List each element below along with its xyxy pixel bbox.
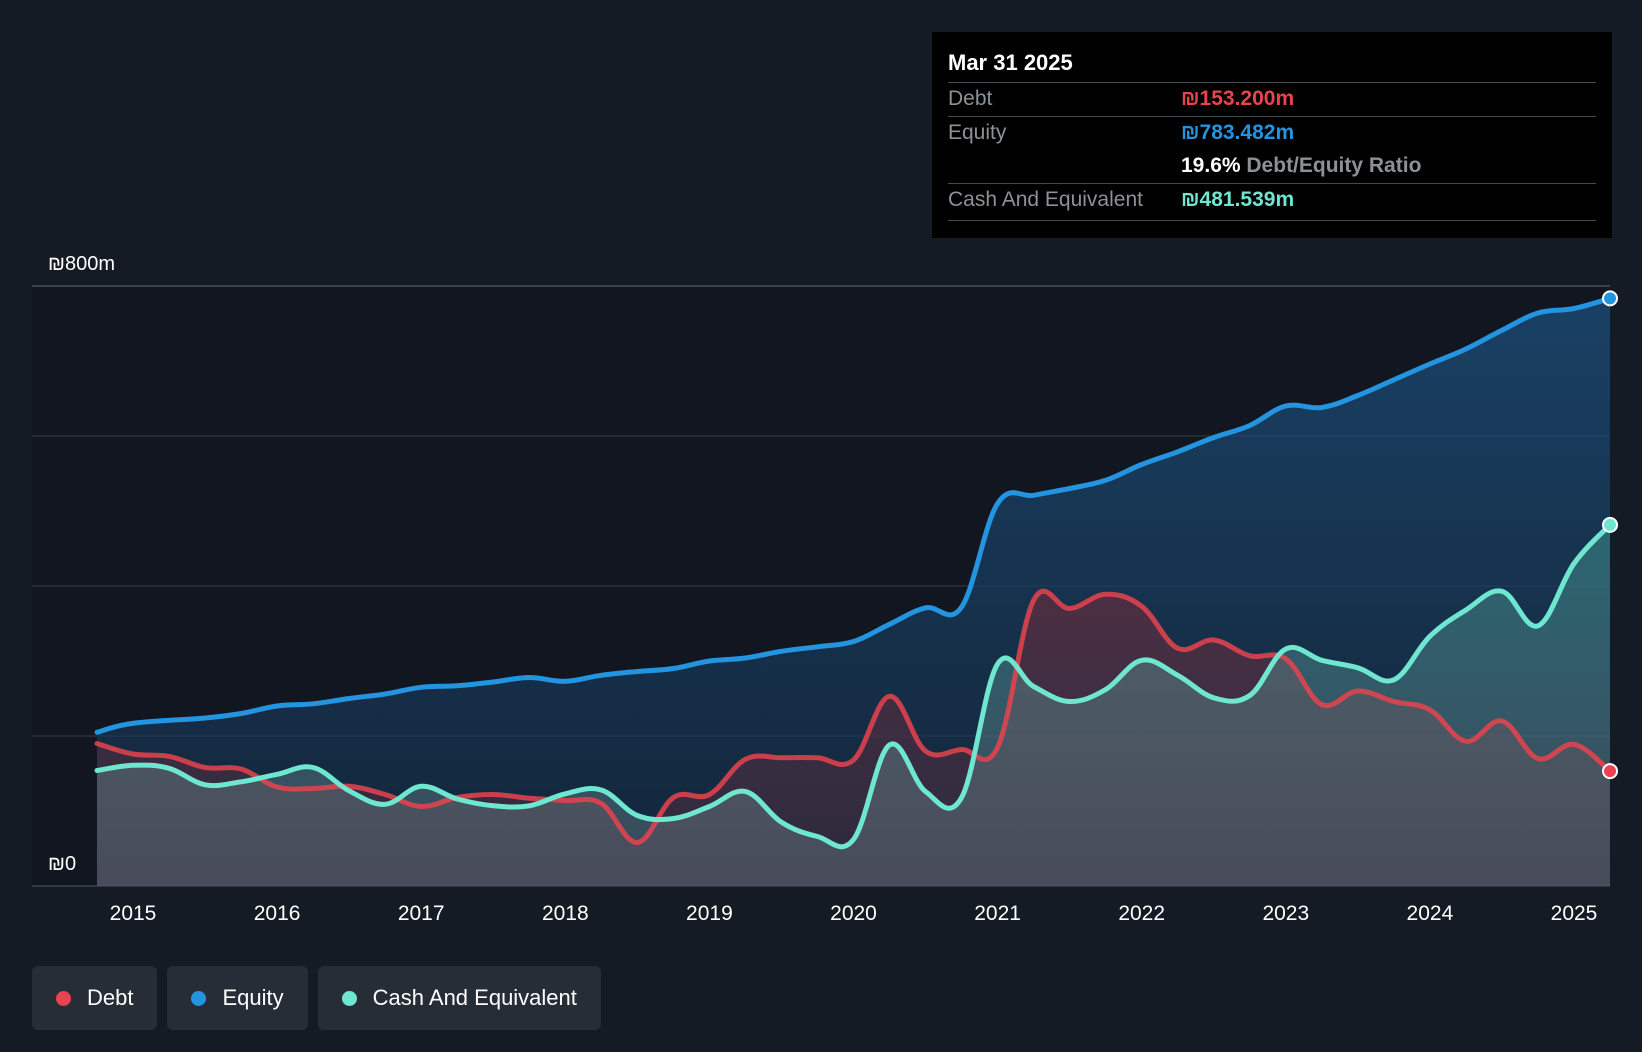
equity-dot-icon [191,990,207,1006]
series-endpoints [1602,290,1619,780]
debt-line [94,588,1613,845]
y-tick-label-zero: ₪0 [48,853,76,875]
legend-item-cash[interactable]: Cash And Equivalent [317,966,601,1030]
tooltip-divider [948,116,1596,117]
tooltip-debt-value: ₪153.200m [1181,87,1295,110]
x-tick-label: 2015 [110,902,157,925]
tooltip-divider [948,82,1596,83]
cash-line [94,522,1613,850]
tooltip-ratio-label: Debt/Equity Ratio [1246,154,1422,177]
tooltip-divider [948,220,1596,221]
tooltip-cash-value: ₪481.539m [1181,188,1295,211]
x-axis-tick-labels: 2015 2016 2017 2018 2019 2020 2021 2022 2023 2024… [110,902,1598,925]
equity-endpoint [1602,290,1619,307]
chart-legend: Debt Equity Cash And Equivalent [32,966,601,1030]
tooltip-debt-label: Debt [948,87,993,110]
tooltip-equity-value: ₪783.482m [1181,121,1295,144]
cash-area [97,524,1610,886]
series-areas [97,298,1610,886]
legend-cash-label: Cash And Equivalent [372,985,577,1010]
equity-line [94,295,1613,735]
series-lines [94,295,1613,850]
legend-equity-label: Equity [222,985,284,1010]
x-tick-label: 2020 [830,902,877,925]
x-tick-label: 2023 [1262,902,1309,925]
x-tick-label: 2025 [1551,902,1598,925]
legend-debt-label: Debt [87,985,134,1010]
cash-dot-icon [341,990,357,1006]
x-tick-label: 2018 [542,902,589,925]
debt-endpoint [1602,763,1619,780]
x-tick-label: 2017 [398,902,445,925]
cash-endpoint [1602,516,1619,533]
legend-item-debt[interactable]: Debt [32,966,158,1030]
debt-dot-icon [56,990,71,1006]
x-tick-label: 2022 [1118,902,1165,925]
tooltip-cash-label: Cash And Equivalent [948,188,1143,211]
y-tick-label-top: ₪800m [48,253,115,275]
x-tick-label: 2021 [974,902,1021,925]
legend-item-equity[interactable]: Equity [167,966,308,1030]
tooltip-date: Mar 31 2025 [948,50,1073,75]
tooltip-ratio-value: 19.6% [1181,154,1241,177]
data-tooltip: Mar 31 2025 Debt ₪153.200m Equity ₪783.4… [932,32,1612,238]
x-tick-label: 2016 [254,902,301,925]
tooltip-equity-label: Equity [948,121,1007,144]
tooltip-divider [948,183,1596,184]
x-tick-label: 2024 [1407,902,1454,925]
tooltip-ratio: 19.6% Debt/Equity Ratio [1181,154,1421,178]
x-tick-label: 2019 [686,902,733,925]
